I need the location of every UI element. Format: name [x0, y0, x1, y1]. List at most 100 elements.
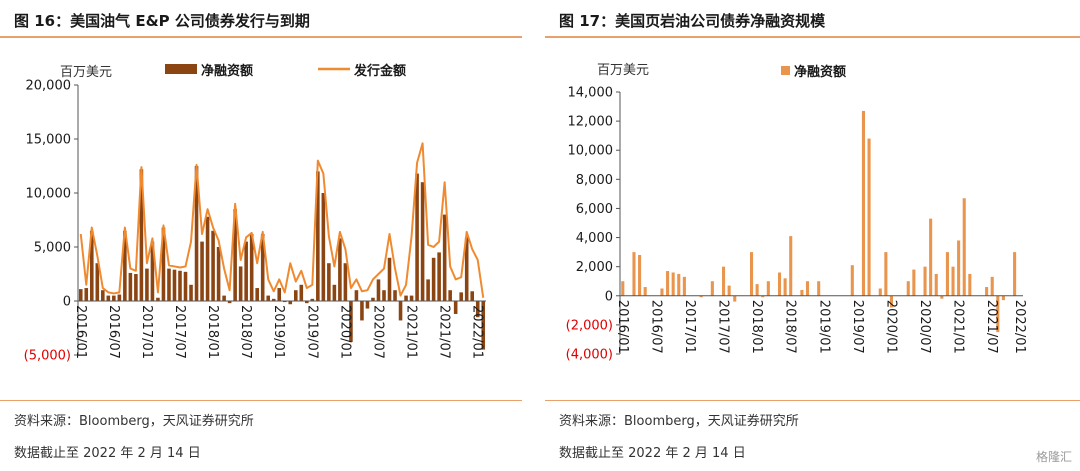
left-x-tick-label: 2021/01: [404, 305, 419, 359]
left-bar: [101, 290, 105, 301]
left-bar: [167, 268, 171, 301]
left-bar: [448, 290, 452, 301]
right-legend-bar-label: 净融资额: [794, 64, 846, 80]
left-x-tick-label: 2021/07: [437, 305, 452, 359]
left-bar: [112, 295, 116, 301]
left-bar: [464, 237, 469, 301]
right-y-tick-label: (2,000): [566, 318, 613, 333]
left-bar: [442, 214, 447, 301]
left-bar: [382, 290, 386, 301]
right-bar: [912, 269, 916, 296]
right-bar: [957, 240, 961, 296]
left-bar: [277, 288, 282, 301]
right-bar: [710, 281, 714, 296]
left-bar: [249, 234, 254, 301]
left-bar: [481, 301, 486, 350]
left-bar: [475, 301, 480, 318]
left-bar: [321, 193, 326, 301]
left-bar: [128, 272, 133, 301]
left-bar: [266, 295, 270, 301]
right-bar: [682, 276, 686, 296]
right-source-note: 资料来源：Bloomberg，天风证券研究所: [559, 414, 799, 429]
left-bar: [393, 290, 397, 301]
right-bar: [727, 285, 731, 296]
right-bar: [638, 255, 642, 296]
right-bar: [660, 288, 664, 296]
right-x-tick-label: 2019/07: [850, 300, 865, 354]
left-bar: [95, 263, 100, 301]
left-bar: [426, 279, 430, 301]
left-bar: [316, 171, 320, 301]
right-x-tick-label: 2016/01: [615, 300, 630, 354]
right-bar: [805, 281, 810, 296]
left-x-tick-label: 2019/01: [271, 305, 286, 359]
right-bar: [677, 273, 681, 296]
right-y-tick-label: 10,000: [568, 144, 614, 159]
left-x-tick-label: 2018/07: [238, 305, 253, 359]
left-chart-svg: 百万美元 净融资额 发行金额 20,000 15,000 10,000 5,000 0 (…: [24, 63, 486, 364]
left-bar: [233, 209, 237, 301]
right-bar: [632, 252, 636, 296]
right-y-tick-label: 2,000: [576, 260, 613, 275]
left-bar: [139, 169, 144, 301]
left-unit-label: 百万美元: [60, 65, 112, 80]
right-bar: [968, 273, 972, 296]
left-title-rule: [0, 36, 522, 38]
left-bar: [244, 241, 248, 301]
right-bar: [861, 110, 866, 296]
left-x-tick-label: 2018/01: [205, 305, 220, 359]
right-bar: [850, 265, 854, 296]
left-bar: [310, 298, 315, 301]
left-x-tick-label: 2022/01: [470, 305, 485, 359]
left-bar: [282, 301, 287, 303]
left-bar: [106, 295, 111, 301]
right-bar: [889, 295, 894, 308]
right-bar: [934, 273, 938, 296]
left-bar: [150, 241, 155, 301]
right-x-tick-label: 2018/07: [783, 300, 798, 354]
left-bar: [305, 301, 309, 304]
right-bar: [671, 272, 675, 296]
left-legend-bar-label: 净融资额: [201, 63, 253, 79]
right-x-tick-label: 2019/01: [816, 300, 831, 354]
left-bar: [437, 252, 441, 301]
left-bar: [84, 288, 89, 301]
left-x-tick-label: 2017/07: [172, 305, 187, 359]
right-bar: [643, 287, 647, 296]
left-bar: [327, 263, 331, 301]
left-bar: [431, 257, 436, 301]
right-bar: [878, 288, 882, 296]
right-chart-svg: 百万美元 净融资额 14,000 12,000 10,000 8,000 6,000 4,…: [566, 63, 1028, 363]
left-bar: [200, 241, 204, 301]
left-bar: [332, 284, 337, 301]
left-y-tick-label: 15,000: [26, 133, 72, 148]
left-bar: [415, 173, 419, 301]
right-bar: [906, 281, 910, 296]
right-y-tick-label: 12,000: [568, 115, 614, 130]
left-bar: [404, 295, 408, 301]
left-bar: [134, 274, 138, 301]
right-legend-bar-swatch: [781, 66, 790, 75]
left-bar: [365, 301, 370, 309]
left-bar: [78, 289, 83, 301]
left-bar: [255, 288, 259, 301]
right-unit-label: 百万美元: [597, 63, 649, 78]
left-bar: [211, 230, 215, 301]
left-bar: [338, 238, 342, 301]
left-y-tick-label: 20,000: [26, 79, 72, 94]
left-legend-bar-swatch: [165, 64, 197, 74]
right-footer-rule: [545, 400, 1080, 401]
right-x-tick-label: 2017/01: [682, 300, 697, 354]
right-bar: [940, 295, 944, 299]
left-chart-panel: 图 16：美国油气 E&P 公司债券发行与到期 百万美元 净融资额 发行金额 2…: [0, 0, 522, 471]
right-bar: [722, 266, 726, 296]
left-source-note: 资料来源：Bloomberg，天风证券研究所: [14, 414, 254, 429]
left-bar: [376, 279, 381, 301]
watermark-logo: 格隆汇: [1035, 450, 1072, 464]
right-x-tick-label: 2021/07: [984, 300, 999, 354]
left-footer-rule: [0, 400, 522, 401]
left-bar: [183, 271, 188, 301]
right-bar: [884, 252, 888, 296]
right-title-rule: [545, 36, 1080, 38]
right-y-tick-label: 8,000: [576, 173, 613, 188]
